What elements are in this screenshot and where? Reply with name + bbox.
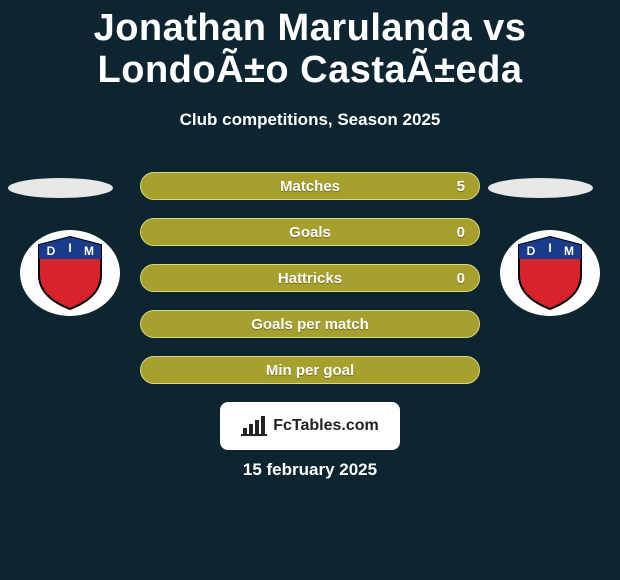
stat-label: Min per goal [266, 362, 354, 379]
bar-chart-icon [241, 416, 267, 436]
player-photo-left [8, 178, 113, 198]
stat-label: Goals [289, 224, 331, 241]
club-badge-left: D I M [20, 230, 120, 316]
stats-column: Matches 5 Goals 0 Hattricks 0 Goals per match M… [140, 172, 480, 384]
stat-value-right: 0 [457, 219, 465, 245]
stat-row: Matches 5 [140, 172, 480, 200]
stat-row: Goals 0 [140, 218, 480, 246]
svg-text:M: M [84, 244, 94, 258]
svg-text:D: D [47, 244, 56, 258]
club-badge-right: D I M [500, 230, 600, 316]
svg-text:M: M [564, 244, 574, 258]
stat-value-right: 0 [457, 265, 465, 291]
stat-value-right: 5 [457, 173, 465, 199]
stat-label: Hattricks [278, 270, 342, 287]
svg-text:I: I [68, 241, 71, 255]
page-title: Jonathan Marulanda vs LondoÃ±o CastaÃ±ed… [0, 0, 620, 92]
stat-row: Min per goal [140, 356, 480, 384]
comparison-card: Jonathan Marulanda vs LondoÃ±o CastaÃ±ed… [0, 0, 620, 580]
player-photo-right [488, 178, 593, 198]
brand-logo: FcTables.com [220, 402, 400, 450]
page-subtitle: Club competitions, Season 2025 [0, 110, 620, 130]
stat-label: Matches [280, 178, 340, 195]
footer-date: 15 february 2025 [0, 460, 620, 480]
stat-label: Goals per match [251, 316, 369, 333]
stat-row: Goals per match [140, 310, 480, 338]
stat-row: Hattricks 0 [140, 264, 480, 292]
brand-text: FcTables.com [273, 417, 379, 435]
svg-text:I: I [548, 241, 551, 255]
svg-text:D: D [527, 244, 536, 258]
